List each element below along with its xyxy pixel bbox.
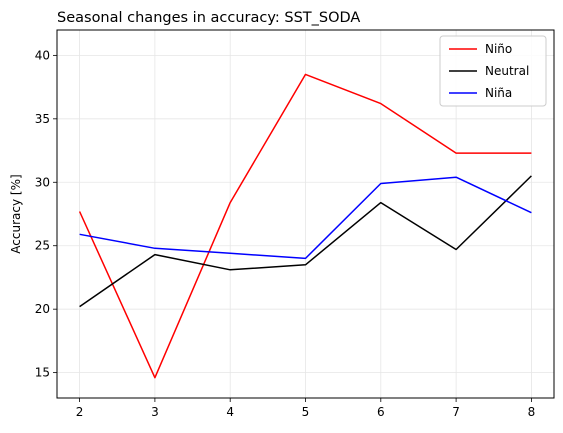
series-line-2 [79,176,532,260]
x-tick-label: 5 [302,405,310,419]
legend: Niño Neutral Niña [439,35,547,107]
x-tick-label: 2 [76,405,84,419]
y-axis: 15 20 25 30 35 40 [35,48,57,380]
series-lines [78,73,532,379]
legend-box [439,35,547,107]
x-tick-label: 6 [377,405,385,419]
y-tick-label: 20 [35,302,50,316]
series-line-0 [78,73,532,379]
y-tick-label: 30 [35,175,50,189]
y-tick-label: 25 [35,239,50,253]
legend-label: Neutral [485,64,529,78]
x-tick-label: 3 [151,405,159,419]
x-tick-label: 8 [528,405,536,419]
chart-title: Seasonal changes in accuracy: SST_SODA [57,10,360,26]
x-tick-label: 4 [226,405,234,419]
x-axis: 2 3 4 5 6 7 8 [76,398,535,419]
x-tick-label: 7 [452,405,460,419]
legend-label: Niña [485,86,512,100]
y-tick-label: 40 [35,48,50,62]
y-axis-label: Accuracy [%] [9,174,23,253]
y-tick-label: 35 [35,112,50,126]
y-tick-label: 15 [35,366,50,380]
legend-label: Niño [485,42,512,56]
series-line-1 [79,175,532,308]
